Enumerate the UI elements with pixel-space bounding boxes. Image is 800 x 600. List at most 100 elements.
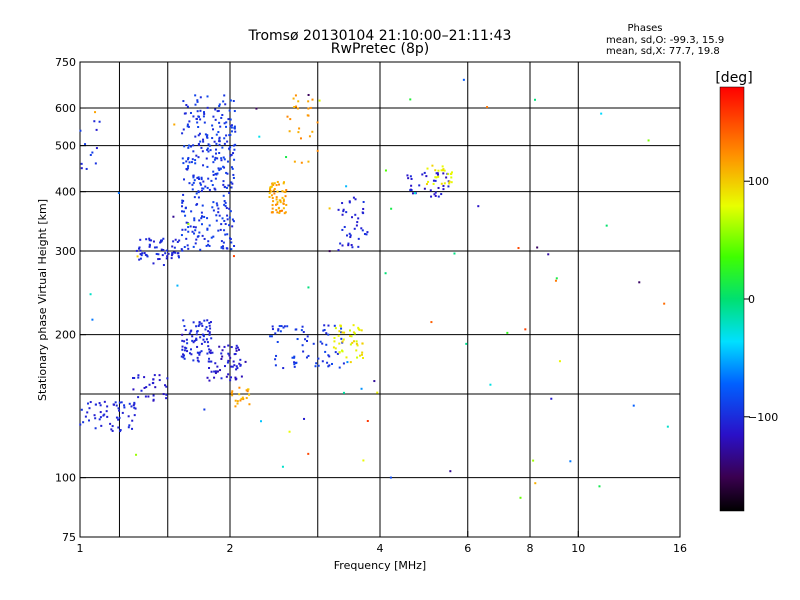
data-point [206,148,209,151]
data-point [208,331,211,334]
data-point [285,203,288,206]
data-point [220,223,223,226]
data-point [341,228,344,231]
data-point [214,177,217,180]
data-point [204,185,207,188]
data-point [182,356,185,359]
data-point [232,144,235,147]
data-point [105,410,108,413]
data-point [192,174,195,177]
data-point [182,319,185,322]
x-tick-label: 2 [227,542,234,555]
data-point [239,364,242,367]
data-point [190,353,193,356]
data-point [190,329,193,332]
data-point [171,245,174,248]
data-point [240,397,243,400]
data-point [554,279,557,282]
data-point [197,324,200,327]
data-point [384,272,387,275]
data-point [218,137,221,140]
data-point [170,257,173,260]
data-point [226,247,229,250]
data-point [244,360,247,363]
data-point [144,395,147,398]
data-point [143,376,146,379]
data-point [117,418,120,421]
data-point [327,333,330,336]
data-point [430,195,433,198]
data-point [79,129,82,132]
data-point [182,353,185,356]
data-point [345,185,348,188]
data-point [342,210,345,213]
data-point [220,240,223,243]
data-point [224,233,227,236]
data-point [229,99,232,102]
data-point [308,135,311,138]
data-point [326,361,329,364]
data-point [297,100,300,103]
data-point [279,199,282,202]
data-point [193,217,196,220]
data-point [233,158,236,161]
data-point [183,178,186,181]
data-point [95,128,98,131]
data-point [442,172,445,175]
data-point [106,405,109,408]
data-point [348,201,351,204]
data-point [190,210,193,213]
data-point [276,190,279,193]
data-point [158,379,161,382]
data-point [315,362,318,365]
data-point [366,419,369,422]
data-point [182,210,185,213]
data-point [234,376,237,379]
data-point [177,256,180,259]
data-point [205,135,208,138]
data-point [638,281,641,284]
data-point [283,181,286,184]
data-point [347,244,350,247]
data-point [307,100,310,103]
data-point [153,246,156,249]
data-point [232,176,235,179]
data-point [373,380,376,383]
data-point [605,224,608,227]
data-point [448,182,451,185]
data-point [238,362,241,365]
data-point [276,180,279,183]
data-point [218,105,221,108]
data-point [353,227,356,230]
data-point [206,217,209,220]
data-point [273,192,276,195]
data-point [162,393,165,396]
data-point [99,404,102,407]
data-point [442,168,445,171]
data-point [350,335,353,338]
data-point [211,351,214,354]
data-point [293,365,296,368]
data-point [218,136,221,139]
x-axis-ticks: 1 2 4 6 8 10 16 [77,531,687,555]
data-point [148,244,151,247]
data-point [230,153,233,156]
data-point [220,159,223,162]
data-point [235,368,238,371]
data-point [196,110,199,113]
y-tick-label: 75 [62,531,76,544]
data-point [183,245,186,248]
data-point [89,293,92,296]
data-point [307,286,310,289]
data-point [339,324,342,327]
data-point [274,203,277,206]
data-point [102,414,105,417]
data-point [208,224,211,227]
data-point [212,161,215,164]
data-point [345,356,348,359]
x-tick-label: 6 [464,542,471,555]
data-point [360,329,363,332]
data-point [293,361,296,364]
data-point [288,130,291,133]
data-point [340,349,343,352]
